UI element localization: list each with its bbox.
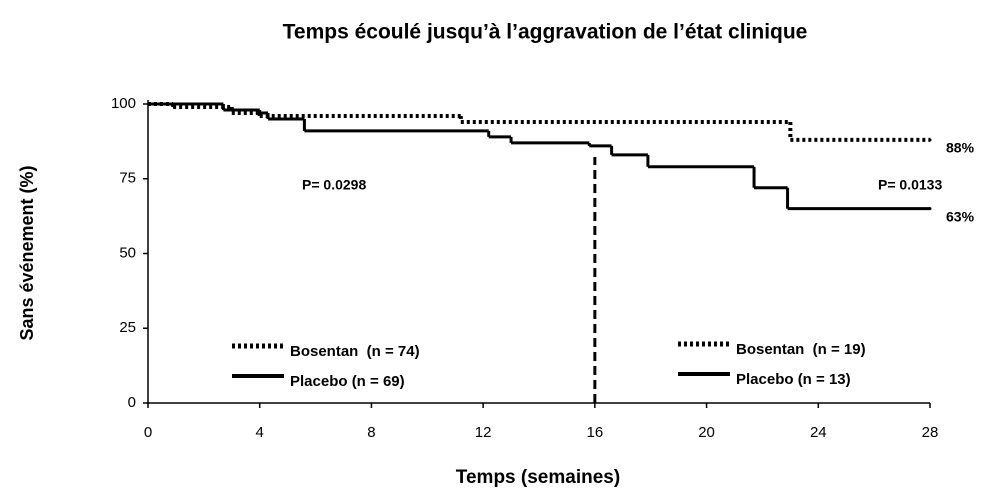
legend-label: Placebo (n = 69) [290, 373, 405, 390]
end-label: 88% [946, 140, 975, 156]
x-tick-label: 8 [367, 424, 375, 441]
x-tick-label: 20 [698, 424, 715, 441]
end-point [928, 207, 932, 211]
y-tick-label: 75 [119, 170, 136, 187]
legend-label: Placebo (n = 13) [736, 371, 851, 388]
y-tick-label: 25 [119, 319, 136, 336]
chart-title: Temps écoulé jusqu’à l’aggravation de l’… [283, 21, 808, 44]
end-point [928, 138, 932, 142]
end-label: 63% [946, 208, 975, 224]
p-value: P= 0.0298 [302, 177, 366, 193]
y-axis-label: Sans événement (%) [17, 165, 37, 340]
x-tick-label: 16 [587, 424, 604, 441]
y-tick-label: 50 [119, 244, 136, 261]
x-tick-label: 24 [810, 424, 827, 441]
x-tick-label: 0 [144, 424, 152, 441]
y-tick-label: 0 [128, 394, 136, 411]
x-axis-label: Temps (semaines) [456, 467, 620, 488]
x-tick-label: 28 [922, 424, 939, 441]
legend-label: Bosentan (n = 19) [736, 341, 866, 358]
x-tick-label: 12 [475, 424, 492, 441]
y-tick-label: 100 [111, 95, 136, 112]
x-tick-label: 4 [256, 424, 264, 441]
legend-label: Bosentan (n = 74) [290, 343, 420, 360]
p-value: P= 0.0133 [878, 177, 942, 193]
